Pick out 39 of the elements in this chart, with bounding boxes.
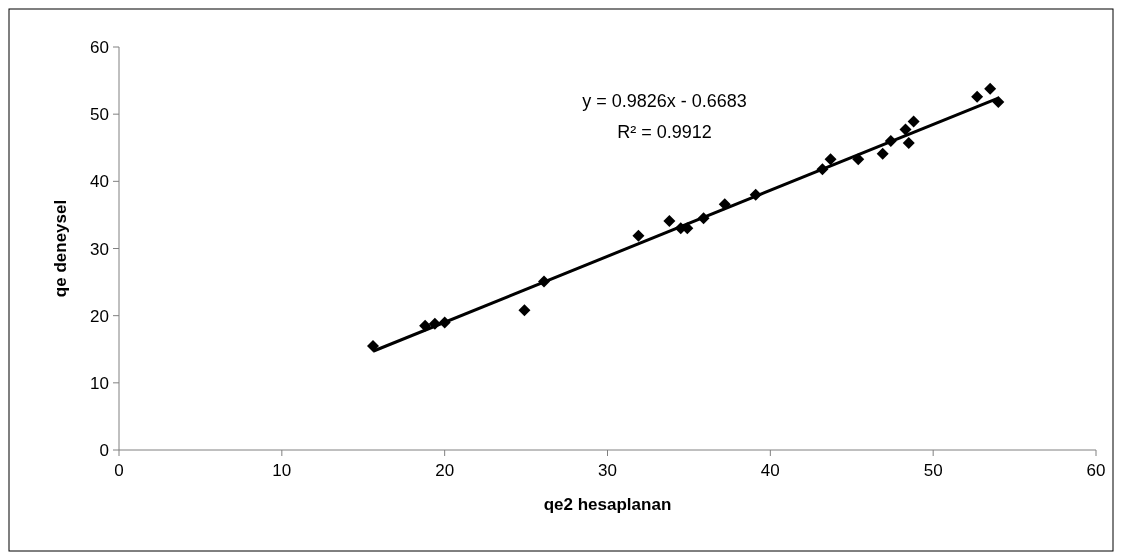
x-tick-label: 50: [923, 461, 943, 480]
point: [899, 123, 912, 136]
x-tick-label: 20: [435, 461, 455, 480]
point: [419, 319, 432, 332]
x-tick-label: 0: [114, 461, 124, 480]
annotation: R² = 0.9912: [617, 122, 712, 142]
point: [984, 82, 997, 95]
y-tick-label: 30: [90, 239, 109, 259]
y-tick-label: 50: [90, 105, 109, 125]
x-tick-label: 30: [598, 461, 617, 480]
annotation: y = 0.9826x - 0.6683: [582, 91, 747, 111]
point: [518, 304, 531, 317]
point: [902, 137, 915, 150]
point: [632, 229, 645, 242]
y-tick-label: 60: [90, 38, 109, 57]
point: [824, 153, 837, 166]
point: [876, 147, 889, 160]
point: [816, 163, 829, 176]
point: [438, 316, 451, 329]
point: [992, 96, 1005, 109]
x-tick-label: 40: [760, 461, 780, 480]
point: [718, 198, 731, 211]
point: [971, 90, 984, 103]
point: [884, 135, 897, 148]
point: [367, 339, 380, 352]
x-tick-label: 10: [272, 461, 292, 480]
point: [663, 214, 676, 227]
point: [697, 212, 710, 225]
y-tick-label: 20: [90, 306, 109, 326]
y-tick-label: 0: [99, 441, 109, 460]
point: [538, 275, 550, 288]
x-tick-label: 60: [1086, 461, 1106, 480]
point: [852, 153, 865, 166]
y-axis-title: qe deneysel: [51, 199, 70, 298]
point: [907, 115, 920, 128]
point: [749, 188, 762, 201]
y-tick-label: 40: [90, 172, 109, 192]
y-tick-label: 10: [90, 373, 109, 393]
x-axis-title: qe2 hesaplanan: [543, 495, 672, 514]
